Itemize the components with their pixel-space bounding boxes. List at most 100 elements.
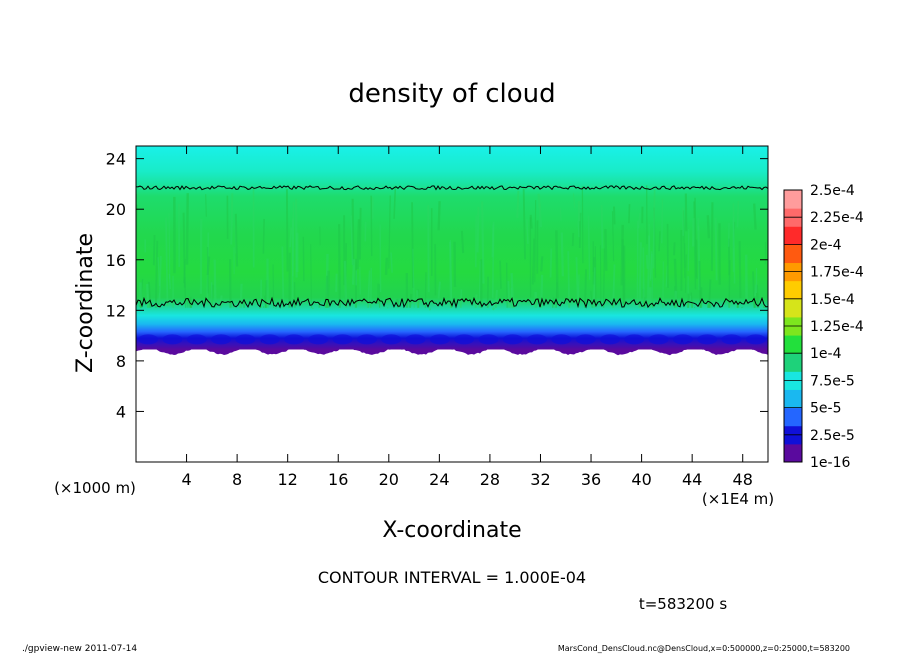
x-tick-label: 12 bbox=[278, 470, 298, 489]
streak bbox=[541, 256, 542, 271]
streak bbox=[496, 290, 497, 308]
streak bbox=[187, 193, 188, 264]
streak bbox=[287, 189, 288, 272]
density-bump bbox=[308, 334, 328, 344]
streak bbox=[371, 196, 372, 256]
colorbar-label: 5e-5 bbox=[810, 401, 841, 417]
streak bbox=[700, 261, 701, 308]
streak bbox=[729, 303, 730, 308]
colorbar-swatch bbox=[784, 226, 802, 245]
streak bbox=[290, 227, 291, 247]
footer-left: ./gpview-new 2011-07-14 bbox=[22, 644, 137, 654]
streak bbox=[169, 213, 170, 279]
streak bbox=[647, 255, 648, 269]
streak bbox=[508, 281, 509, 308]
streak bbox=[391, 252, 392, 272]
streak bbox=[371, 268, 372, 308]
streak bbox=[450, 242, 451, 308]
streak bbox=[357, 219, 358, 269]
density-bump bbox=[722, 334, 742, 344]
streak bbox=[595, 246, 596, 307]
streak bbox=[600, 245, 601, 304]
density-bump bbox=[624, 334, 644, 344]
y-tick-label: 16 bbox=[106, 251, 126, 270]
colorbar-swatch bbox=[784, 389, 802, 408]
empty-region bbox=[136, 350, 768, 462]
streak bbox=[614, 207, 615, 225]
density-bump bbox=[333, 334, 353, 344]
streak bbox=[140, 305, 141, 308]
colorbar-label: 1.25e-4 bbox=[810, 319, 864, 335]
streak bbox=[462, 231, 463, 253]
streak bbox=[147, 284, 148, 308]
colorbar-swatch bbox=[784, 190, 802, 209]
streak bbox=[629, 204, 630, 223]
density-bump bbox=[381, 334, 401, 344]
density-bump bbox=[162, 334, 182, 344]
streak bbox=[507, 263, 508, 308]
streak bbox=[716, 218, 717, 280]
streak bbox=[560, 208, 561, 221]
streak bbox=[208, 256, 209, 274]
density-bump bbox=[746, 334, 766, 344]
streak bbox=[353, 259, 354, 284]
x-tick-label: 44 bbox=[682, 470, 702, 489]
streak bbox=[154, 235, 155, 265]
density-bump bbox=[551, 334, 571, 344]
streak bbox=[605, 229, 606, 271]
colorbar-swatch bbox=[784, 299, 802, 318]
streak bbox=[360, 208, 361, 260]
streak bbox=[303, 237, 304, 282]
x-tick-label: 32 bbox=[530, 470, 550, 489]
density-bump bbox=[138, 334, 158, 344]
streak bbox=[659, 231, 660, 251]
plot-area bbox=[135, 146, 768, 462]
streak bbox=[562, 232, 563, 276]
streak bbox=[236, 214, 237, 267]
colorbar-swatch bbox=[784, 281, 802, 300]
x-unit-left: (×1000 m) bbox=[54, 479, 136, 497]
density-bump bbox=[673, 334, 693, 344]
density-bump bbox=[430, 334, 450, 344]
colorbar-label: 2.5e-4 bbox=[810, 183, 855, 199]
y-tick-label: 20 bbox=[106, 200, 126, 219]
streak bbox=[675, 291, 676, 308]
x-tick-label: 48 bbox=[733, 470, 753, 489]
colorbar-swatch bbox=[784, 444, 802, 463]
colorbar-label: 1e-4 bbox=[810, 346, 842, 362]
x-axis-label: X-coordinate bbox=[382, 518, 521, 543]
streak bbox=[578, 221, 579, 238]
density-bump bbox=[649, 334, 669, 344]
streak bbox=[439, 201, 440, 230]
x-tick-label: 28 bbox=[480, 470, 500, 489]
streak bbox=[482, 202, 483, 284]
density-bump bbox=[211, 334, 231, 344]
density-bump bbox=[454, 334, 474, 344]
streak bbox=[755, 285, 756, 298]
streak bbox=[582, 186, 583, 263]
streak bbox=[573, 233, 574, 246]
streak bbox=[326, 276, 327, 308]
streak bbox=[263, 219, 264, 254]
y-tick-label: 8 bbox=[116, 352, 126, 371]
streak bbox=[662, 199, 663, 243]
streak bbox=[241, 284, 242, 308]
colorbar-label: 1e-16 bbox=[810, 455, 850, 471]
streak bbox=[311, 244, 312, 308]
streak bbox=[712, 202, 713, 271]
colorbar-label: 1.75e-4 bbox=[810, 265, 864, 281]
streak bbox=[531, 215, 532, 229]
streak bbox=[206, 194, 207, 217]
density-bump bbox=[284, 334, 304, 344]
streak bbox=[551, 248, 552, 277]
streak bbox=[412, 202, 413, 288]
streak bbox=[215, 260, 216, 308]
density-bump bbox=[260, 334, 280, 344]
colorbar-swatch bbox=[784, 335, 802, 354]
streak bbox=[429, 308, 430, 310]
colorbar-swatch bbox=[784, 244, 802, 263]
colorbar-label: 1.5e-4 bbox=[810, 292, 855, 308]
x-tick-label: 36 bbox=[581, 470, 601, 489]
streak bbox=[231, 193, 232, 244]
chart-title: density of cloud bbox=[348, 79, 555, 109]
